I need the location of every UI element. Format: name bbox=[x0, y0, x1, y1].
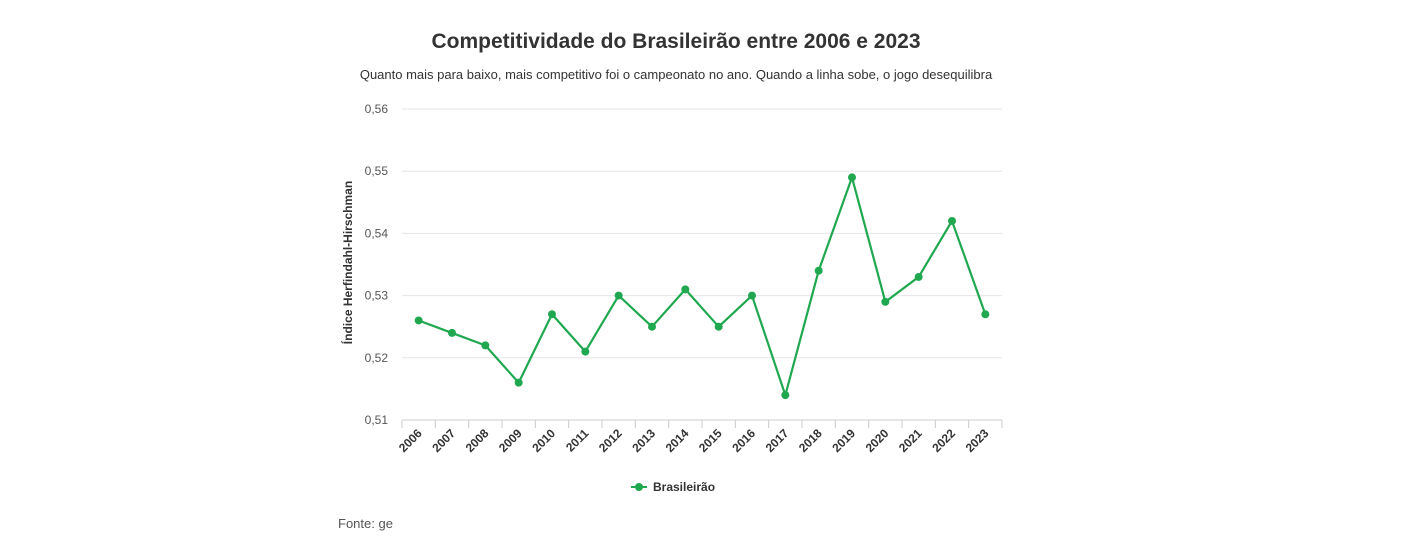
data-point[interactable] bbox=[548, 310, 556, 319]
y-axis-ticks: 0,51 0,52 0,53 0,54 0,55 0,56 bbox=[365, 102, 389, 427]
data-point[interactable] bbox=[681, 285, 690, 294]
y-tick-label: 0,55 bbox=[365, 164, 389, 178]
data-point[interactable] bbox=[448, 328, 456, 337]
x-tick-label: 2006 bbox=[396, 426, 425, 455]
x-tick-label: 2015 bbox=[696, 426, 725, 455]
data-point[interactable] bbox=[581, 347, 590, 356]
chart-title: Competitividade do Brasileirão entre 200… bbox=[431, 30, 921, 53]
y-tick-label: 0,53 bbox=[365, 289, 389, 303]
data-point[interactable] bbox=[514, 378, 523, 387]
x-tick-label: 2018 bbox=[796, 426, 825, 455]
x-tick-label: 2019 bbox=[829, 426, 858, 455]
chart-subtitle: Quanto mais para baixo, mais competitivo… bbox=[359, 67, 993, 82]
x-tick-label: 2020 bbox=[863, 426, 892, 455]
data-point[interactable] bbox=[714, 322, 723, 331]
data-point[interactable] bbox=[914, 272, 923, 281]
grid-lines bbox=[402, 108, 1002, 359]
x-tick-label: 2017 bbox=[763, 426, 792, 455]
data-point[interactable] bbox=[881, 297, 890, 306]
legend-label: Brasileirão bbox=[653, 480, 715, 494]
x-tick-label: 2014 bbox=[663, 426, 692, 455]
y-tick-label: 0,56 bbox=[365, 102, 389, 116]
x-tick-label: 2011 bbox=[563, 426, 592, 455]
x-tick-label: 2022 bbox=[929, 426, 958, 455]
y-axis-title: Índice Herfindahl-Hirschman bbox=[340, 181, 355, 344]
data-point[interactable] bbox=[814, 266, 823, 275]
x-tick-label: 2013 bbox=[629, 426, 658, 455]
y-tick-label: 0,54 bbox=[365, 226, 389, 240]
data-point[interactable] bbox=[981, 310, 990, 319]
x-tick-label: 2008 bbox=[463, 426, 492, 455]
x-tick-label: 2009 bbox=[496, 426, 525, 455]
x-axis-ticks: 2006 2007 2008 2009 2010 2011 2012 2013 2014 2015… bbox=[396, 426, 992, 455]
x-tick-label: 2007 bbox=[429, 426, 458, 455]
x-tick-label: 2012 bbox=[596, 426, 625, 455]
legend-marker-icon bbox=[635, 483, 643, 491]
x-tick-label: 2010 bbox=[529, 426, 558, 455]
data-point[interactable] bbox=[948, 216, 956, 225]
x-axis bbox=[401, 419, 1003, 428]
data-point[interactable] bbox=[648, 322, 656, 331]
data-point[interactable] bbox=[481, 341, 490, 350]
x-tick-label: 2021 bbox=[896, 426, 925, 455]
x-tick-label: 2016 bbox=[729, 426, 758, 455]
data-point[interactable] bbox=[414, 316, 423, 325]
data-point[interactable] bbox=[748, 291, 756, 300]
series-line bbox=[417, 176, 987, 397]
source-note: Fonte: ge bbox=[338, 516, 393, 531]
data-point[interactable] bbox=[781, 391, 790, 400]
x-tick-label: 2023 bbox=[963, 426, 992, 455]
data-point[interactable] bbox=[848, 173, 856, 182]
legend[interactable]: Brasileirão bbox=[631, 480, 715, 494]
data-point[interactable] bbox=[614, 291, 623, 300]
y-tick-label: 0,51 bbox=[365, 413, 389, 427]
y-tick-label: 0,52 bbox=[365, 351, 389, 365]
series-brasileirao bbox=[414, 173, 990, 400]
